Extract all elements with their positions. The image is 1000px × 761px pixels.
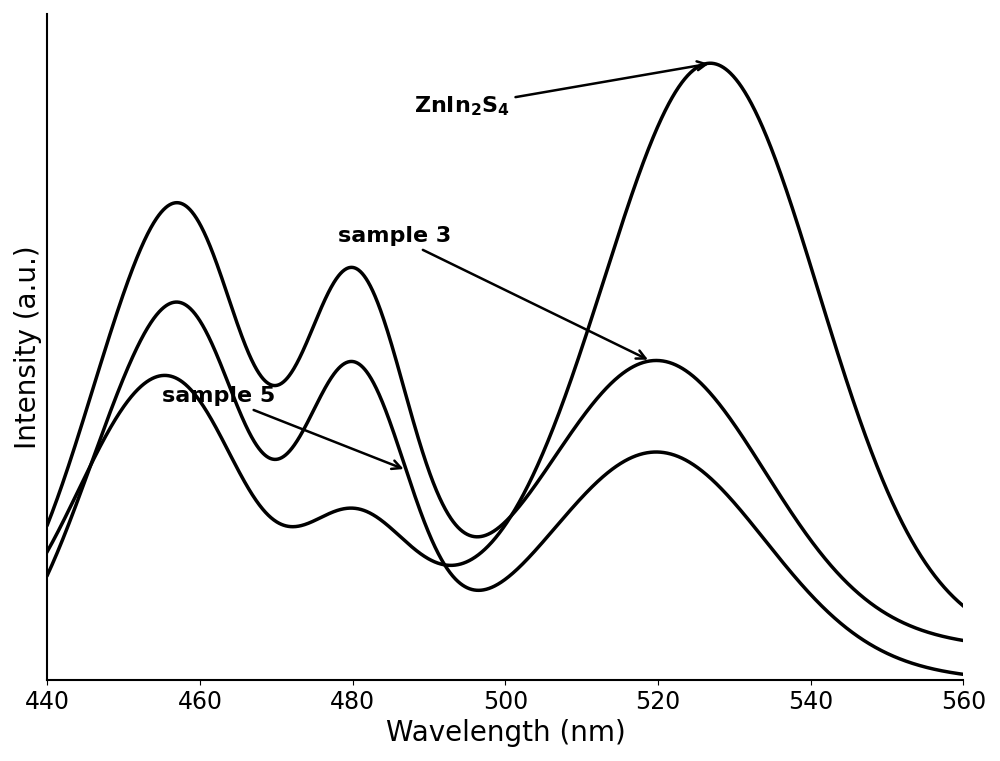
X-axis label: Wavelength (nm): Wavelength (nm) bbox=[386, 719, 625, 747]
Text: $\mathbf{ZnIn_2S_4}$: $\mathbf{ZnIn_2S_4}$ bbox=[414, 62, 706, 118]
Text: sample 3: sample 3 bbox=[338, 226, 645, 358]
Text: sample 5: sample 5 bbox=[162, 386, 401, 469]
Y-axis label: Intensity (a.u.): Intensity (a.u.) bbox=[14, 245, 42, 449]
